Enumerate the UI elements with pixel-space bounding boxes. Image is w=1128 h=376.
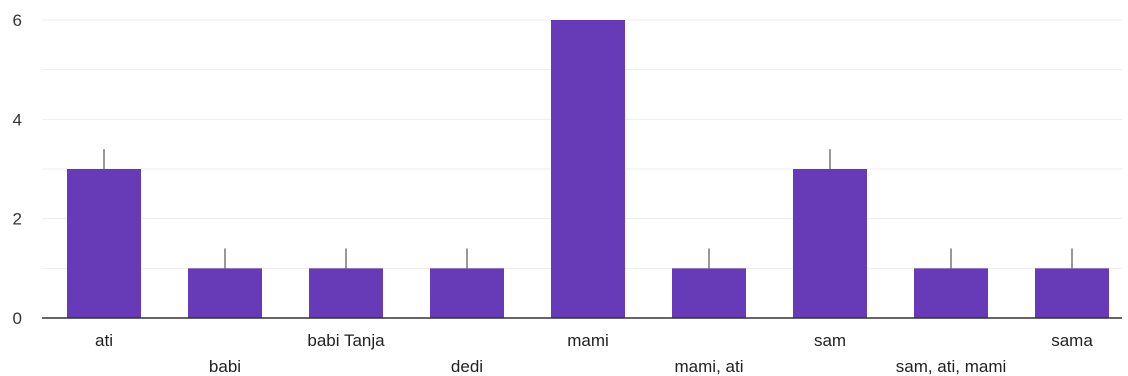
y-tick-label-6: 6 (13, 11, 22, 30)
y-tick-label-0: 0 (13, 309, 22, 328)
x-category-label-4: mami (567, 331, 609, 350)
x-category-label-2: babi Tanja (307, 331, 385, 350)
y-axis-ticks: 0 2 4 6 (13, 11, 22, 328)
bar-8 (1035, 268, 1109, 318)
bar-3 (430, 268, 504, 318)
x-category-label-0: ati (95, 331, 113, 350)
bar-2 (309, 268, 383, 318)
x-category-label-5: mami, ati (675, 357, 744, 376)
bar-4 (551, 20, 625, 318)
bars (67, 20, 1109, 318)
y-tick-label-2: 2 (13, 210, 22, 229)
x-category-label-3: dedi (451, 357, 483, 376)
x-category-label-8: sama (1051, 331, 1093, 350)
bar-1 (188, 268, 262, 318)
x-category-label-7: sam, ati, mami (896, 357, 1007, 376)
bar-6 (793, 169, 867, 318)
y-tick-label-4: 4 (13, 110, 22, 129)
bar-0 (67, 169, 141, 318)
x-category-label-6: sam (814, 331, 846, 350)
x-category-label-1: babi (209, 357, 241, 376)
x-axis-labels: ati babi babi Tanja dedi mami mami, ati sam sam… (95, 331, 1093, 376)
bar-5 (672, 268, 746, 318)
bar-7 (914, 268, 988, 318)
